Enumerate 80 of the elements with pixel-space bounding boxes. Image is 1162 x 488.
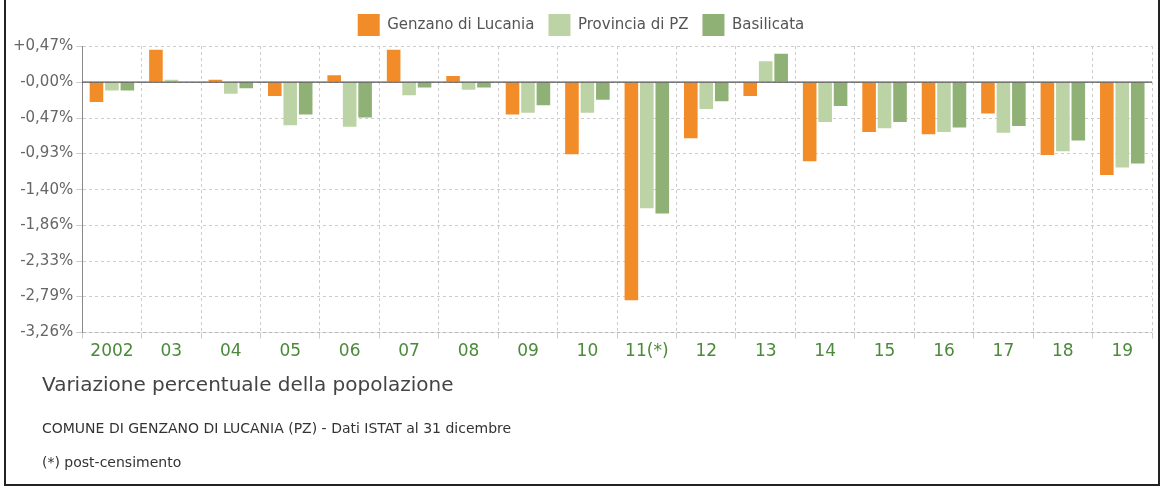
bar [952, 82, 967, 128]
bar [89, 82, 104, 103]
x-tick-label: 03 [160, 340, 183, 361]
bar [981, 82, 995, 114]
y-tick-label: +0,47% [12, 35, 74, 54]
y-tick-label: -0,00% [20, 72, 74, 90]
x-tick-label: 04 [219, 340, 242, 361]
x-tick-label: 17 [992, 340, 1015, 361]
bar [505, 82, 520, 115]
bar [580, 82, 595, 113]
bar [267, 82, 282, 96]
y-tick-label: -2,33% [20, 251, 74, 270]
x-tick-label: 16 [933, 340, 955, 361]
bar [743, 82, 758, 96]
bar [565, 82, 579, 155]
bar [461, 82, 476, 90]
x-tick-label: 05 [279, 340, 302, 361]
bar [655, 82, 670, 214]
bar [862, 82, 876, 133]
y-tick-label: -0,47% [20, 108, 74, 127]
y-tick-label: -3,26% [20, 322, 74, 341]
bar [224, 82, 238, 94]
x-tick-label: 06 [338, 340, 361, 361]
bar [1012, 82, 1026, 126]
text: Variazione percentuale della popolazione [42, 372, 454, 396]
bar [640, 82, 654, 209]
bar [1130, 82, 1145, 164]
x-tick-label: 08 [457, 340, 480, 361]
x-tick-label: 12 [695, 340, 718, 361]
bar [402, 82, 416, 96]
bar [1100, 82, 1114, 176]
bar [120, 82, 135, 91]
bar [833, 82, 848, 106]
x-tick-label: 18 [1052, 340, 1074, 361]
bar [283, 82, 298, 126]
bar [1056, 82, 1070, 152]
bar [684, 82, 698, 139]
legend-label: Provincia di PZ [577, 14, 689, 33]
bar [521, 82, 535, 113]
bar [996, 82, 1011, 133]
legend-label: Genzano di Lucania [387, 14, 535, 33]
y-tick-label: -0,93% [20, 143, 74, 162]
x-tick-label: 10 [576, 340, 599, 361]
bar [774, 53, 788, 82]
x-tick-label: 13 [754, 340, 777, 361]
text: COMUNE DI GENZANO DI LUCANIA (PZ) - Dati ISTAT al 31 dicembre [42, 420, 512, 436]
bar [818, 82, 832, 123]
x-tick-label: 11(*) [625, 340, 669, 361]
bar [877, 82, 892, 129]
y-tick-label: -1,86% [20, 214, 74, 233]
bar [298, 82, 313, 115]
bar [386, 49, 401, 82]
bar [358, 82, 372, 118]
x-tick-label: 15 [873, 340, 896, 361]
bar [758, 61, 773, 82]
bar [342, 82, 357, 127]
bar [802, 82, 817, 162]
bar [714, 82, 729, 102]
bar [893, 82, 907, 123]
x-tick-label: 19 [1111, 340, 1134, 361]
bar [624, 82, 639, 301]
bar [921, 82, 936, 135]
bar [1071, 82, 1086, 141]
y-tick-label: -2,79% [20, 286, 74, 305]
bar [105, 82, 119, 91]
bar [596, 82, 610, 100]
x-tick-label: 2002 [90, 340, 134, 361]
x-tick-label: 14 [814, 340, 836, 361]
bar [1115, 82, 1130, 168]
bar [1040, 82, 1055, 156]
legend-label: Basilicata [731, 14, 805, 33]
bar [937, 82, 951, 133]
y-tick-label: -1,40% [20, 179, 74, 198]
bar [239, 82, 254, 89]
x-tick-label: 09 [517, 340, 539, 361]
text: (*) post-censimento [42, 454, 182, 470]
bar [536, 82, 551, 106]
bar [699, 82, 714, 110]
x-tick-label: 07 [398, 340, 420, 361]
bar [149, 49, 163, 82]
